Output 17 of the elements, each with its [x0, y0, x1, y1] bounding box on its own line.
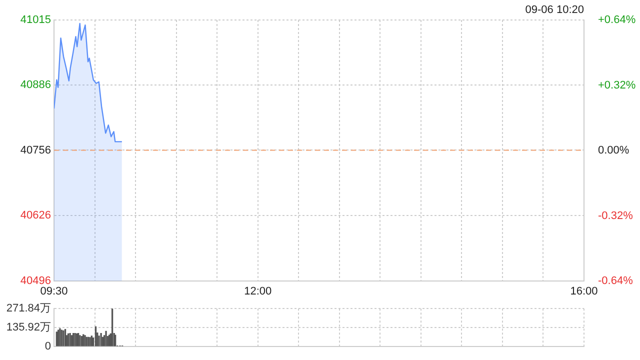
- y-tick-label: 41015: [20, 14, 51, 26]
- x-tick-label: 09:30: [40, 286, 68, 298]
- x-tick-label: 12:00: [244, 286, 272, 298]
- y-tick-label: 271.84万: [6, 302, 51, 315]
- y-tick-label: 40626: [20, 210, 51, 222]
- y-tick-label: 0: [44, 340, 51, 352]
- y2-tick-label: +0.64%: [598, 14, 636, 26]
- text: 09-06 10:20: [525, 4, 584, 16]
- y-tick-label: 40886: [20, 78, 51, 91]
- y2-tick-label: -0.32%: [598, 210, 634, 222]
- y-tick-label: 40756: [20, 144, 51, 156]
- y2-tick-label: 0.00%: [598, 144, 630, 157]
- y-tick-label: 40496: [20, 275, 51, 288]
- x-tick-label: 16:00: [570, 286, 598, 298]
- y2-tick-label: +0.32%: [598, 79, 636, 92]
- y2-tick-label: -0.64%: [598, 275, 634, 288]
- y-tick-label: 135.92万: [6, 322, 51, 334]
